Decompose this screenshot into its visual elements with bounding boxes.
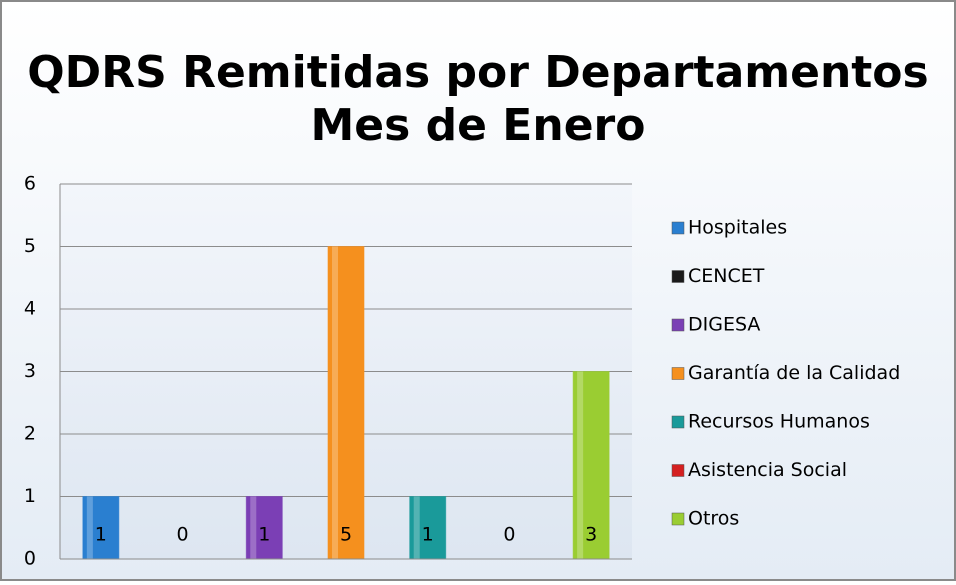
legend-label: CENCET [688,265,765,287]
bar-highlight [250,496,257,559]
legend-label: Garantía de la Calidad [688,362,900,384]
y-tick-label: 2 [24,423,36,445]
bar [245,496,283,560]
bar-highlight [413,496,420,559]
y-tick-label: 1 [24,485,36,507]
legend-label: Recursos Humanos [688,411,870,433]
legend-swatch [671,318,685,332]
bar [327,246,365,560]
data-label: 5 [340,524,352,546]
legend-label: Otros [688,508,739,530]
bar-highlight [577,371,584,559]
legend-label: DIGESA [688,314,760,336]
bar [82,496,120,560]
bar-highlight [332,246,338,559]
bar [409,496,447,560]
y-tick-label: 5 [24,235,36,257]
legend-swatch [671,270,685,283]
y-tick-label: 4 [24,298,36,320]
legend-label: Hospitales [688,217,787,239]
data-label: 1 [258,524,270,546]
y-tick-label: 3 [24,360,36,382]
y-tick-label: 6 [24,173,36,195]
chart-title: QDRS Remitidas por Departamentos [27,47,928,98]
y-tick-label: 0 [24,548,36,570]
legend-swatch [671,512,685,526]
data-label: 1 [95,524,107,546]
legend-label: Asistencia Social [688,459,847,481]
chart-subtitle: Mes de Enero [311,100,646,151]
legend-swatch [671,367,685,380]
legend-swatch [671,221,685,235]
data-label: 0 [503,524,515,546]
data-label: 3 [585,524,597,546]
bar-highlight [86,496,93,559]
legend-swatch [671,415,685,429]
data-label: 0 [177,524,189,546]
legend-swatch [671,464,685,477]
data-label: 1 [422,524,434,546]
bar [572,371,610,560]
